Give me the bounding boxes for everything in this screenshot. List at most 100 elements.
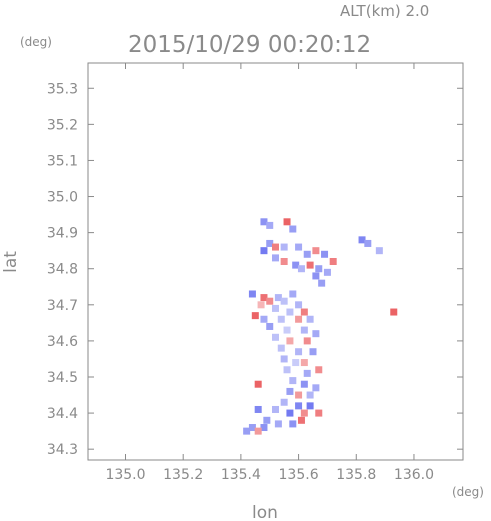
data-cell xyxy=(266,322,274,330)
data-cell xyxy=(283,326,291,334)
data-cell xyxy=(295,402,303,410)
data-cell xyxy=(286,308,294,316)
x-tick-label: 135.6 xyxy=(279,467,319,483)
data-cell xyxy=(289,290,297,298)
data-cell xyxy=(303,337,311,345)
data-cell xyxy=(315,366,323,374)
y-tick-label: 34.7 xyxy=(47,298,78,314)
data-cell xyxy=(300,359,308,367)
data-cell xyxy=(260,247,268,255)
data-cell xyxy=(309,348,317,356)
data-cell xyxy=(295,348,303,356)
data-cell xyxy=(243,427,251,435)
x-tick-label: 135.0 xyxy=(105,467,145,483)
data-cell xyxy=(280,398,288,406)
data-cell xyxy=(289,420,297,428)
x-axis: 135.0 135.2 135.4 135.6 135.8 136.0 xyxy=(105,63,434,483)
data-cell xyxy=(272,304,279,312)
data-cell xyxy=(292,359,300,367)
x-unit-label: (deg) xyxy=(452,485,484,499)
data-cell xyxy=(323,268,331,276)
data-cell xyxy=(364,239,372,247)
data-cell xyxy=(260,424,268,432)
data-cell xyxy=(295,391,303,399)
data-cell xyxy=(300,380,308,388)
data-cell xyxy=(300,308,308,316)
data-cell xyxy=(248,290,256,298)
data-cell xyxy=(300,409,308,417)
data-cell xyxy=(297,416,305,424)
y-tick-label: 35.2 xyxy=(47,117,78,133)
data-cell xyxy=(280,355,288,363)
y-tick-label: 34.6 xyxy=(47,334,78,350)
data-cell xyxy=(306,315,314,323)
data-cell xyxy=(260,315,268,323)
data-cell xyxy=(297,265,305,273)
data-cell xyxy=(286,409,294,417)
plot-frame xyxy=(87,62,464,461)
data-cell xyxy=(260,294,268,302)
x-axis-title: lon xyxy=(252,503,278,521)
data-cell xyxy=(280,258,288,265)
data-cell xyxy=(272,333,279,341)
data-cell xyxy=(303,250,311,258)
data-cell xyxy=(251,312,259,320)
y-tick-label: 35.3 xyxy=(47,81,78,97)
data-cell xyxy=(390,308,398,316)
x-tick-label: 135.8 xyxy=(336,467,376,483)
x-tick-label: 136.0 xyxy=(394,467,434,483)
data-cell xyxy=(266,221,274,229)
y-tick-label: 34.5 xyxy=(47,370,78,386)
y-axis: 34.3 34.4 34.5 34.6 34.7 34.8 34.9 35.0 35.1 35.2… xyxy=(47,81,463,458)
y-tick-label: 34.4 xyxy=(47,406,78,422)
data-cell xyxy=(248,424,256,432)
data-cell xyxy=(272,254,279,262)
data-cell xyxy=(303,369,311,377)
data-cell xyxy=(280,243,288,251)
data-cell xyxy=(315,409,323,417)
data-cell xyxy=(254,380,262,388)
data-cell xyxy=(283,366,291,374)
data-cell xyxy=(312,272,320,280)
data-cell xyxy=(289,225,297,233)
chart-title: 2015/10/29 00:20:12 xyxy=(128,32,371,58)
data-cell xyxy=(266,239,274,247)
data-cell xyxy=(300,326,308,334)
data-cells xyxy=(243,218,398,435)
y-unit-label: (deg) xyxy=(20,35,52,49)
data-cell xyxy=(254,427,262,435)
y-axis-title: lat xyxy=(1,251,21,273)
data-cell xyxy=(306,402,314,410)
data-cell xyxy=(318,279,326,287)
y-tick-label: 34.3 xyxy=(47,442,78,458)
data-cell xyxy=(272,405,279,413)
data-cell xyxy=(257,301,265,309)
data-cell xyxy=(295,315,303,323)
data-cell xyxy=(292,261,300,269)
data-cell xyxy=(254,405,262,413)
data-cell xyxy=(260,218,268,226)
data-cell xyxy=(283,218,291,226)
data-cell xyxy=(306,261,314,269)
data-cell xyxy=(272,243,279,251)
data-cell xyxy=(280,297,288,305)
data-cell xyxy=(277,315,285,323)
y-tick-label: 34.8 xyxy=(47,262,78,278)
data-cell xyxy=(277,344,285,352)
data-cell xyxy=(358,236,366,244)
data-cell xyxy=(286,337,294,345)
data-cell xyxy=(306,391,314,399)
x-tick-label: 135.4 xyxy=(221,467,261,483)
data-cell xyxy=(274,420,282,428)
data-cell xyxy=(321,250,329,258)
x-tick-label: 135.2 xyxy=(163,467,203,483)
data-cell xyxy=(289,377,297,385)
data-cell xyxy=(375,247,383,255)
data-cell xyxy=(312,247,320,255)
data-cell xyxy=(274,294,282,302)
data-cell xyxy=(312,330,320,338)
data-cell xyxy=(312,384,320,392)
y-tick-label: 35.0 xyxy=(47,190,78,206)
data-cell xyxy=(295,301,303,309)
